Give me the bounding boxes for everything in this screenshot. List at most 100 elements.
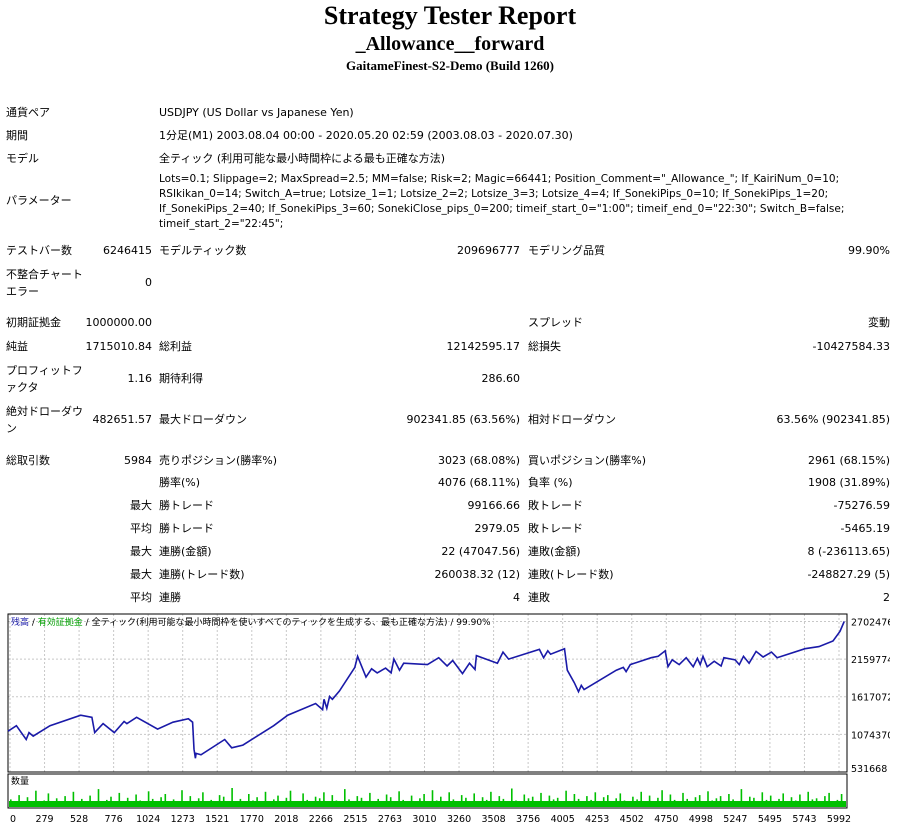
total-trades-label: 総取引数 — [6, 454, 50, 467]
legend-model: 全ティック(利用可能な最小時間枠を使いすべてのティックを生成する、最も正確な方法… — [92, 616, 448, 628]
x-tick-label: 2763 — [378, 814, 402, 825]
y-tick-label: 2159774 — [851, 655, 890, 666]
volume-bar — [423, 794, 425, 807]
short-positions-label: 売りポジション(勝率%) — [159, 454, 278, 467]
legend-quality: / 99.90% — [448, 618, 492, 628]
largest-profit-trade-value: 99166.66 — [467, 499, 521, 512]
volume-bar — [302, 793, 304, 807]
spread-label: スプレッド — [528, 316, 583, 329]
report-title: Strategy Tester Report — [323, 1, 577, 30]
long-positions-label: 買いポジション(勝率%) — [528, 454, 647, 467]
volume-bar — [97, 789, 100, 807]
volume-bar — [782, 793, 784, 807]
profit-factor-value: 1.16 — [127, 372, 153, 385]
volume-bar — [640, 791, 642, 807]
volume-bar — [202, 792, 204, 807]
volume-bar — [799, 794, 801, 807]
x-tick-label: 5992 — [827, 814, 851, 825]
volume-bar — [118, 792, 121, 807]
volume-bar — [807, 791, 809, 807]
x-tick-label: 528 — [70, 814, 88, 825]
expected-payoff-value: 286.60 — [481, 372, 521, 385]
average-consecutive-losses-value: 2 — [883, 591, 890, 604]
x-tick-label: 3756 — [516, 814, 540, 825]
y-tick-label: 1617072 — [851, 693, 890, 704]
profit-factor-label: プロフィットファクタ — [6, 364, 83, 394]
mismatch-errors-value: 0 — [145, 276, 152, 289]
short-positions-value: 3023 (68.08%) — [437, 454, 520, 467]
x-tick-label: 1770 — [240, 814, 264, 825]
legend-balance: 残高 — [11, 616, 29, 628]
volume-bar — [181, 790, 183, 807]
average-loss-trade-value: -5465.19 — [840, 522, 890, 535]
period-label: 期間 — [6, 129, 28, 142]
volume-bar — [594, 792, 597, 807]
x-tick-label: 1273 — [171, 814, 195, 825]
initial-deposit-label: 初期証拠金 — [6, 316, 61, 329]
average-consec-label: 平均 — [130, 591, 152, 604]
volume-bar — [728, 794, 730, 807]
volume-bar — [248, 794, 250, 807]
volume-bar — [147, 791, 150, 807]
maximal-drawdown-value: 902341.85 (63.56%) — [406, 413, 520, 426]
consecutive-profit-value: 260038.32 (12) — [434, 568, 520, 581]
model-ticks-label: モデルティック数 — [159, 244, 247, 257]
largest-loss-trade-value: -75276.59 — [833, 499, 890, 512]
volume-bar — [761, 792, 764, 807]
relative-drawdown-value: 63.56% (902341.85) — [776, 413, 890, 426]
gross-loss-label: 総損失 — [528, 340, 561, 353]
volume-bar — [619, 793, 622, 807]
volume-bar — [490, 791, 492, 807]
test-bars-label: テストバー数 — [6, 244, 72, 257]
relative-drawdown-label: 相対ドローダウン — [528, 413, 616, 426]
volume-bar — [565, 790, 567, 807]
volume-bar — [523, 794, 526, 807]
legend-sep-2: / — [83, 618, 92, 628]
parameters-label: パラメーター — [6, 194, 72, 207]
volume-bar — [385, 794, 388, 807]
x-tick-label: 5247 — [723, 814, 747, 825]
volume-bar — [431, 790, 434, 807]
volume-bar — [231, 788, 233, 807]
loss-trades-value: 1908 (31.89%) — [807, 476, 890, 489]
y-axis-labels: 2702476 2159774 1617072 1074370 531668 — [851, 617, 890, 775]
expert-name: _Allowance__forward — [355, 33, 545, 55]
x-tick-label: 3260 — [447, 814, 471, 825]
consecutive-wins-money-label: 連勝(金額) — [159, 545, 212, 558]
x-tick-label: 4253 — [585, 814, 609, 825]
average-loss-trade-label: 敗トレード — [528, 522, 583, 535]
x-tick-label: 279 — [35, 814, 53, 825]
largest-loss-trade-label: 敗トレード — [528, 499, 583, 512]
average-consecutive-losses-label: 連敗 — [528, 591, 550, 604]
symbol-label: 通貨ペア — [6, 106, 50, 119]
absolute-drawdown-label: 絶対ドローダウン — [6, 405, 83, 435]
x-tick-label: 2515 — [343, 814, 367, 825]
x-axis-labels: 0 279 528 776 1024 1273 1521 1770 2018 2266 2515 27… — [10, 814, 851, 825]
legend-equity: 有効証拠金 — [38, 616, 83, 628]
volume-bar — [707, 791, 709, 807]
volume-pane-frame — [7, 773, 848, 809]
initial-deposit-value: 1000000.00 — [85, 316, 152, 329]
volume-bar — [323, 792, 325, 807]
largest-profit-trade-label: 勝トレード — [159, 499, 214, 512]
x-tick-label: 776 — [105, 814, 123, 825]
volume-bar — [344, 789, 346, 807]
consecutive-loss-label: 連敗(トレード数) — [528, 568, 614, 581]
long-positions-value: 2961 (68.15%) — [807, 454, 890, 467]
volume-bar — [164, 794, 167, 807]
volume-bar — [573, 794, 576, 807]
gross-loss-value: -10427584.33 — [812, 340, 890, 353]
average-consecutive-wins-label: 連勝 — [159, 591, 181, 604]
volume-bar — [669, 794, 672, 807]
loss-trades-label: 負率 (%) — [528, 476, 573, 489]
average-profit-trade-value: 2979.05 — [474, 522, 521, 535]
balance-chart: 残高 / 有効証拠金 / 全ティック(利用可能な最小時間枠を使いすべてのティック… — [6, 612, 890, 830]
period-value: 1分足(M1) 2003.08.04 00:00 - 2020.05.20 02… — [159, 129, 573, 142]
balance-line — [7, 621, 845, 759]
maximum-label: 最大 — [130, 545, 152, 558]
test-bars-value: 6246415 — [103, 244, 152, 257]
volume-baseline — [9, 801, 846, 807]
x-tick-label: 5743 — [792, 814, 816, 825]
y-tick-label: 1074370 — [851, 730, 890, 741]
mismatch-errors-label: 不整合チャートエラー — [6, 268, 83, 298]
